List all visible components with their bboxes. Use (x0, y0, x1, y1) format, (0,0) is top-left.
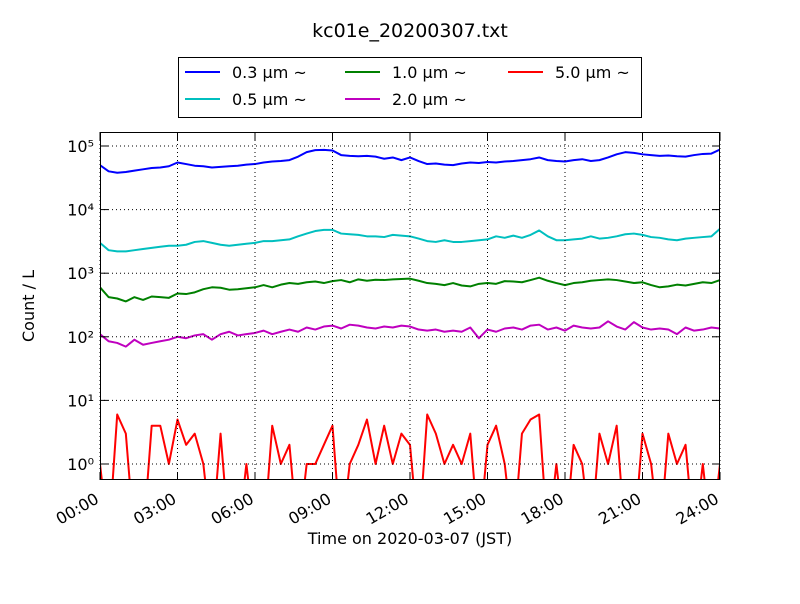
legend-label: 1.0 μm ~ (392, 63, 467, 82)
legend-label: 5.0 μm ~ (555, 63, 630, 82)
y-tick-label: 10² (67, 328, 94, 347)
y-tick-label: 10⁴ (67, 201, 94, 220)
series-line (100, 320, 720, 348)
chart-title: kc01e_20200307.txt (312, 20, 508, 42)
y-tick-label: 10³ (67, 264, 94, 283)
legend-label: 2.0 μm ~ (392, 90, 467, 109)
legend-label: 0.5 μm ~ (232, 90, 307, 109)
series-line (100, 276, 720, 303)
y-tick-label: 10⁰ (67, 455, 94, 474)
y-tick-label: 10¹ (67, 391, 94, 410)
series-line (100, 148, 720, 174)
y-tick-label: 10⁵ (67, 137, 94, 156)
x-axis-label: Time on 2020-03-07 (JST) (307, 529, 512, 548)
legend-label: 0.3 μm ~ (232, 63, 307, 82)
y-axis-label: Count / L (19, 270, 38, 342)
legend-frame (178, 57, 642, 118)
